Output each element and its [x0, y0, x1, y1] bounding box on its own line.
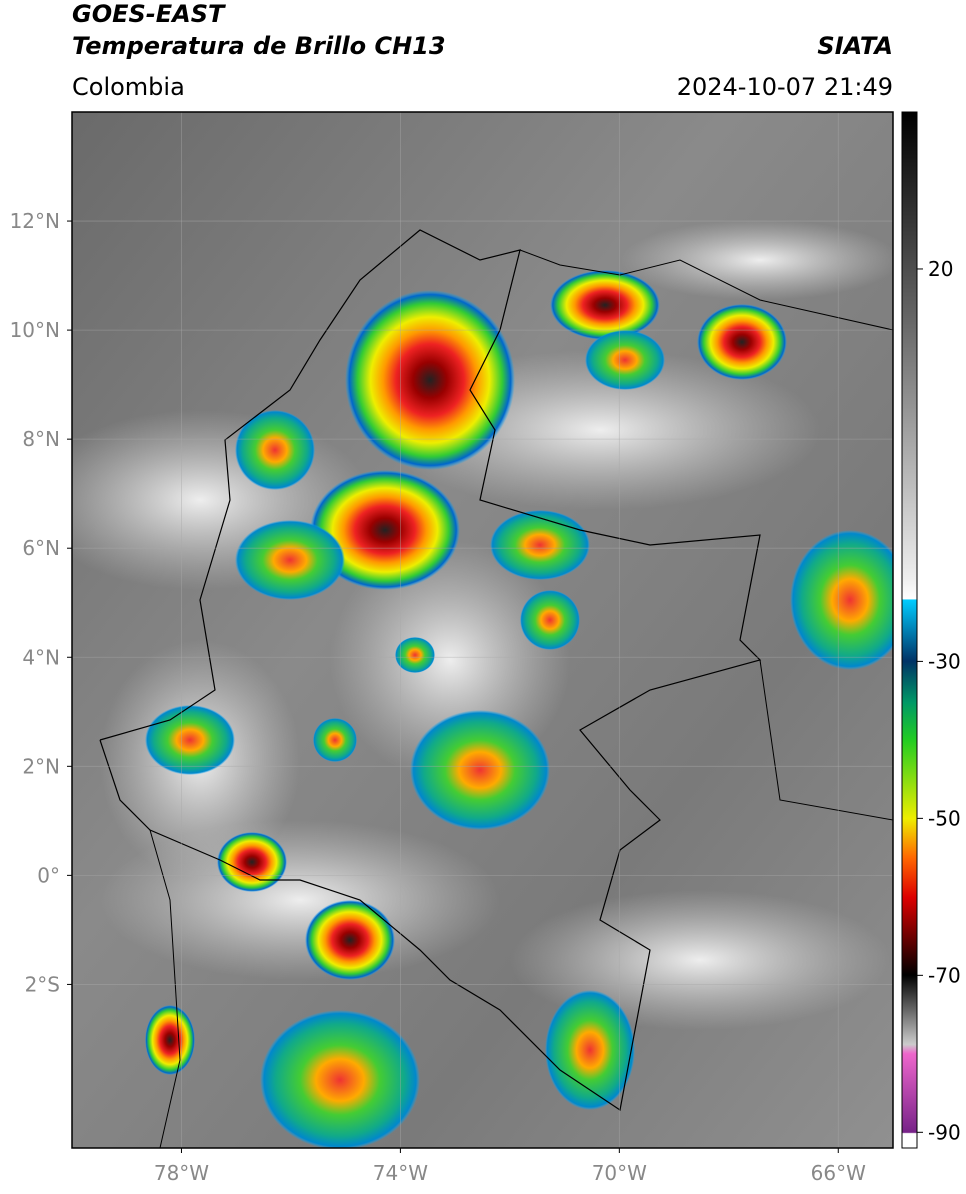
subtitle: Temperatura de Brillo CH13: [72, 32, 446, 60]
lat-tick-label: 2°N: [22, 754, 60, 778]
lon-tick-label: 66°W: [811, 1161, 866, 1185]
lat-tick-label: 8°N: [22, 427, 60, 451]
lat-tick-label: 4°N: [22, 645, 60, 669]
lat-tick-label: 2°S: [25, 972, 60, 996]
lat-tick-label: 6°N: [22, 536, 60, 560]
lat-tick-label: 12°N: [10, 209, 60, 233]
graticule: [72, 112, 893, 1148]
datetime: 2024-10-07 21:49: [677, 73, 893, 101]
colorbar-tick-label: -70: [928, 963, 961, 987]
credit: SIATA: [817, 32, 893, 60]
lat-tick-label: 10°N: [10, 318, 60, 342]
colorbar-tick-label: 20: [928, 257, 953, 281]
lon-tick-label: 78°W: [154, 1161, 209, 1185]
lat-tick-label: 0°: [37, 863, 60, 887]
lon-tick-label: 74°W: [373, 1161, 428, 1185]
lon-tick-label: 70°W: [592, 1161, 647, 1185]
colorbar: [901, 111, 918, 1149]
satellite-image: [72, 112, 893, 1148]
title: GOES-EAST: [72, 0, 226, 28]
region: Colombia: [72, 73, 185, 101]
map-frame: [71, 111, 894, 1149]
colorbar-tick-label: -30: [928, 649, 961, 673]
colorbar-tick-label: -50: [928, 806, 961, 830]
colorbar-tick-label: -90: [928, 1120, 961, 1144]
